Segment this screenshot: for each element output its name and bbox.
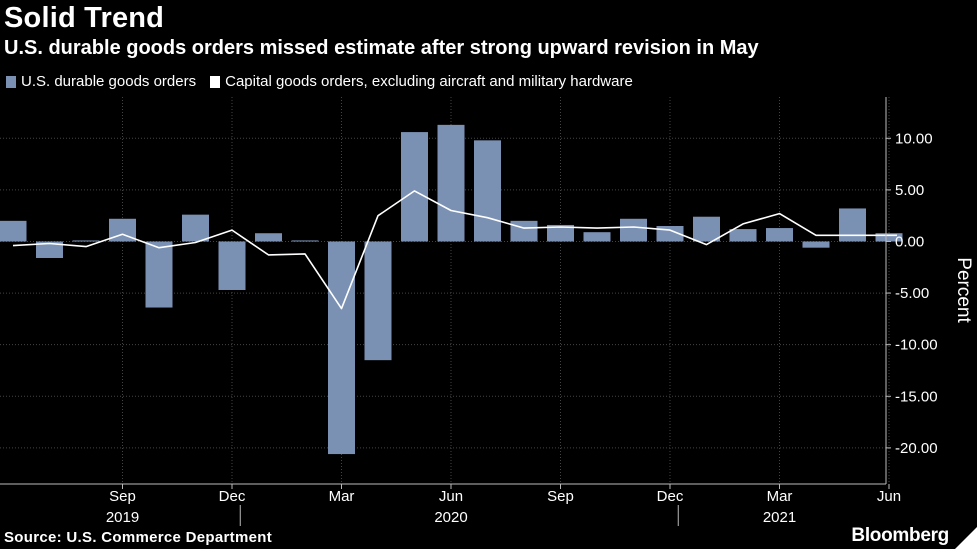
bar — [729, 229, 757, 242]
chart-title: Solid Trend — [4, 2, 165, 34]
x-year-label: 2019 — [106, 509, 139, 526]
bar — [328, 241, 355, 455]
bar — [547, 224, 574, 242]
y-tick-label: -5.00 — [895, 285, 929, 302]
y-tick-label: 5.00 — [895, 182, 924, 199]
x-tick-label: Mar — [767, 488, 793, 505]
legend-item-durable-goods: U.S. durable goods orders — [6, 73, 196, 90]
logo-corner-mark — [955, 527, 977, 549]
bar — [218, 241, 246, 290]
bar — [72, 240, 100, 242]
line-layer — [12, 190, 897, 310]
x-tick-label: Sep — [547, 488, 574, 505]
x-tick-label: Dec — [219, 488, 246, 505]
bar — [0, 220, 27, 242]
x-year-label: 2021 — [763, 509, 796, 526]
y-tick-label: -10.00 — [895, 337, 938, 354]
legend-swatch-line — [210, 75, 221, 88]
bar — [693, 216, 720, 242]
bar — [36, 241, 63, 258]
y-tick-label: 0.00 — [895, 233, 924, 250]
y-axis-title: Percent — [953, 257, 974, 323]
bar — [839, 208, 866, 242]
axis-layer: 10.00 5.00 0.00 -5.00 -10.00 -15.00 -20.00 Perc… — [0, 97, 974, 526]
bar — [437, 124, 465, 242]
bar — [182, 214, 209, 242]
legend-label-capital-goods: Capital goods orders, excluding aircraft… — [225, 73, 633, 90]
bar — [510, 220, 538, 242]
y-tick-label: -15.00 — [895, 388, 938, 405]
legend-label-durable-goods: U.S. durable goods orders — [21, 73, 197, 90]
series-line-capital-goods — [12, 190, 897, 310]
source-note: Source: U.S. Commerce Department — [4, 529, 273, 546]
bar — [364, 241, 392, 361]
x-year-label: 2020 — [434, 509, 467, 526]
bar-layer — [0, 124, 903, 455]
x-tick-label: Jun — [439, 488, 463, 505]
x-tick-label: Dec — [657, 488, 684, 505]
legend: U.S. durable goods orders Capital goods … — [6, 73, 647, 90]
y-tick-label: -20.00 — [895, 440, 938, 457]
legend-swatch-bar — [6, 75, 16, 88]
chart-subtitle: U.S. durable goods orders missed estimat… — [4, 37, 759, 59]
x-tick-label: Mar — [329, 488, 355, 505]
bar — [401, 132, 428, 242]
bar — [620, 218, 647, 242]
bar — [802, 241, 830, 248]
bar — [875, 233, 903, 242]
legend-item-capital-goods: Capital goods orders, excluding aircraft… — [210, 73, 633, 90]
bar — [291, 240, 319, 242]
bloomberg-logo: Bloomberg — [851, 525, 949, 546]
bar — [766, 228, 793, 242]
y-tick-label: 10.00 — [895, 130, 933, 147]
bar — [583, 232, 611, 242]
x-tick-label: Sep — [109, 488, 136, 505]
bar — [474, 140, 501, 242]
bar — [255, 233, 282, 242]
x-tick-label: Jun — [877, 488, 901, 505]
bar — [145, 241, 173, 308]
